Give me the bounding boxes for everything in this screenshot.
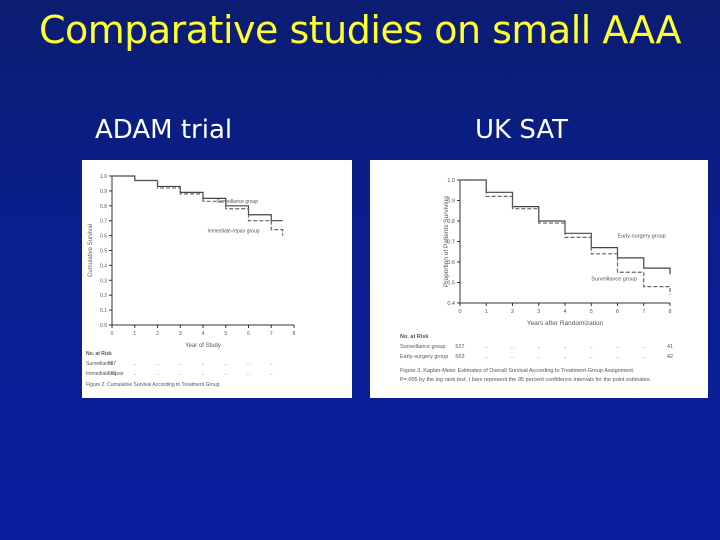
x-tick-label: 3 [179, 331, 182, 337]
risk-value: .. [247, 361, 250, 367]
series-label: Early-surgery group [618, 233, 666, 239]
series-label: Immediate-repair group [208, 229, 260, 235]
uksat-chart-panel: 0.4 0.5 0.6 0.7 0.8 0.9 1.0 0 1 2 3 4 5 6 7 8 Years afte… [370, 160, 708, 398]
y-tick-label: 0.3 [100, 278, 107, 284]
figure-caption-2: P=.005 by the log rank test. I bars repr… [400, 377, 652, 383]
risk-value: 567 [108, 361, 117, 367]
uksat-chart: 0.4 0.5 0.6 0.7 0.8 0.9 1.0 0 1 2 3 4 5 6 7 8 Years afte… [400, 178, 673, 383]
series-label: Surveillance group [217, 199, 259, 205]
risk-value: .. [485, 344, 489, 350]
x-tick-label: 5 [224, 331, 227, 337]
risk-value: .. [179, 361, 182, 367]
risk-value: 569 [108, 371, 117, 377]
y-tick-label: 0.2 [100, 293, 107, 299]
risk-value: .. [156, 361, 159, 367]
risk-value: .. [511, 354, 515, 360]
x-tick-label: 2 [511, 309, 514, 315]
y-tick-label: 0.4 [100, 263, 107, 269]
risk-value: 527 [455, 344, 464, 350]
risk-value: .. [563, 344, 567, 350]
slide-title: Comparative studies on small AAA [38, 8, 682, 52]
y-tick-label: 0.6 [100, 234, 107, 240]
adam-chart-panel: 0.0 0.1 0.2 0.3 0.4 0.5 0.6 0.7 0.8 0.9 1.0 0 1 2 3 4 5 6… [82, 160, 352, 398]
x-tick-label: 1 [133, 331, 136, 337]
risk-value: .. [616, 344, 620, 350]
y-tick-label: 0.9 [447, 199, 455, 205]
risk-value: .. [247, 371, 250, 377]
risk-table-label: No. at Risk [400, 334, 429, 340]
risk-value: 42 [667, 354, 673, 360]
x-tick-label: 7 [642, 309, 645, 315]
y-tick-label: 0.5 [447, 281, 455, 287]
risk-value: .. [179, 371, 182, 377]
y-axis-label: Proportion of Patients Surviving [443, 196, 450, 287]
risk-row-name: Surveillance group [400, 344, 446, 350]
risk-value: .. [563, 354, 567, 360]
y-tick-label: 0.6 [447, 260, 455, 266]
y-tick-label: 1.0 [100, 174, 107, 180]
x-tick-label: 5 [590, 309, 593, 315]
x-tick-label: 6 [247, 331, 250, 337]
uksat-heading: UK SAT [475, 115, 568, 145]
x-tick-label: 4 [563, 309, 566, 315]
series-line [460, 179, 671, 295]
risk-value: 563 [455, 354, 464, 360]
y-tick-label: 0.8 [100, 204, 107, 210]
y-tick-label: 0.9 [100, 189, 107, 195]
x-tick-label: 8 [293, 331, 296, 337]
risk-value: .. [224, 361, 227, 367]
risk-value: .. [270, 371, 273, 377]
y-tick-label: 0.4 [447, 301, 455, 307]
risk-value: .. [202, 371, 205, 377]
y-tick-label: 0.8 [447, 219, 455, 225]
risk-value: .. [202, 361, 205, 367]
risk-value: .. [642, 344, 646, 350]
y-tick-label: 0.7 [100, 219, 107, 225]
risk-value: .. [133, 371, 136, 377]
y-tick-label: 1.0 [447, 178, 455, 184]
risk-row-name: Early-surgery group [400, 354, 448, 360]
risk-value: .. [485, 354, 489, 360]
series-line [112, 175, 284, 236]
x-tick-label: 0 [111, 331, 114, 337]
x-tick-label: 0 [458, 309, 461, 315]
figure-caption: Figure 2. Cumulative Survival According … [86, 382, 221, 388]
y-axis-label: Cumulative Survival [88, 224, 94, 277]
y-tick-label: 0.0 [100, 323, 107, 329]
y-tick-label: 0.7 [447, 240, 455, 246]
risk-value: .. [224, 371, 227, 377]
risk-value: 41 [667, 344, 673, 350]
risk-row-name: Immediate repair [86, 371, 124, 377]
risk-value: .. [133, 361, 136, 367]
figure-caption: Figure 3. Kaplan-Meier Estimates of Over… [400, 368, 635, 374]
risk-value: .. [590, 344, 594, 350]
x-tick-label: 1 [485, 309, 488, 315]
x-axis-label: Year of Study [185, 343, 221, 349]
x-tick-label: 4 [202, 331, 205, 337]
risk-value: .. [511, 344, 515, 350]
x-tick-label: 2 [156, 331, 159, 337]
risk-table-label: No. at Risk [86, 351, 112, 357]
adam-heading: ADAM trial [95, 115, 233, 145]
risk-value: .. [590, 354, 594, 360]
x-tick-label: 8 [668, 309, 671, 315]
x-tick-label: 7 [270, 331, 273, 337]
risk-value: .. [537, 354, 541, 360]
risk-value: .. [537, 344, 541, 350]
adam-chart: 0.00.10.20.30.40.50.60.70.80.91.00 1 2 3 4 5 6… [86, 174, 296, 388]
x-tick-label: 3 [537, 309, 540, 315]
risk-row-name: Surveillance [86, 361, 113, 367]
x-axis-label: Years after Randomization [527, 320, 604, 327]
risk-value: .. [270, 361, 273, 367]
series-label: Surveillance group [591, 276, 637, 282]
y-tick-label: 0.5 [100, 249, 107, 255]
x-tick-label: 6 [616, 309, 619, 315]
y-tick-label: 0.1 [100, 308, 107, 314]
risk-value: .. [642, 354, 646, 360]
risk-value: .. [156, 371, 159, 377]
risk-value: .. [616, 354, 620, 360]
